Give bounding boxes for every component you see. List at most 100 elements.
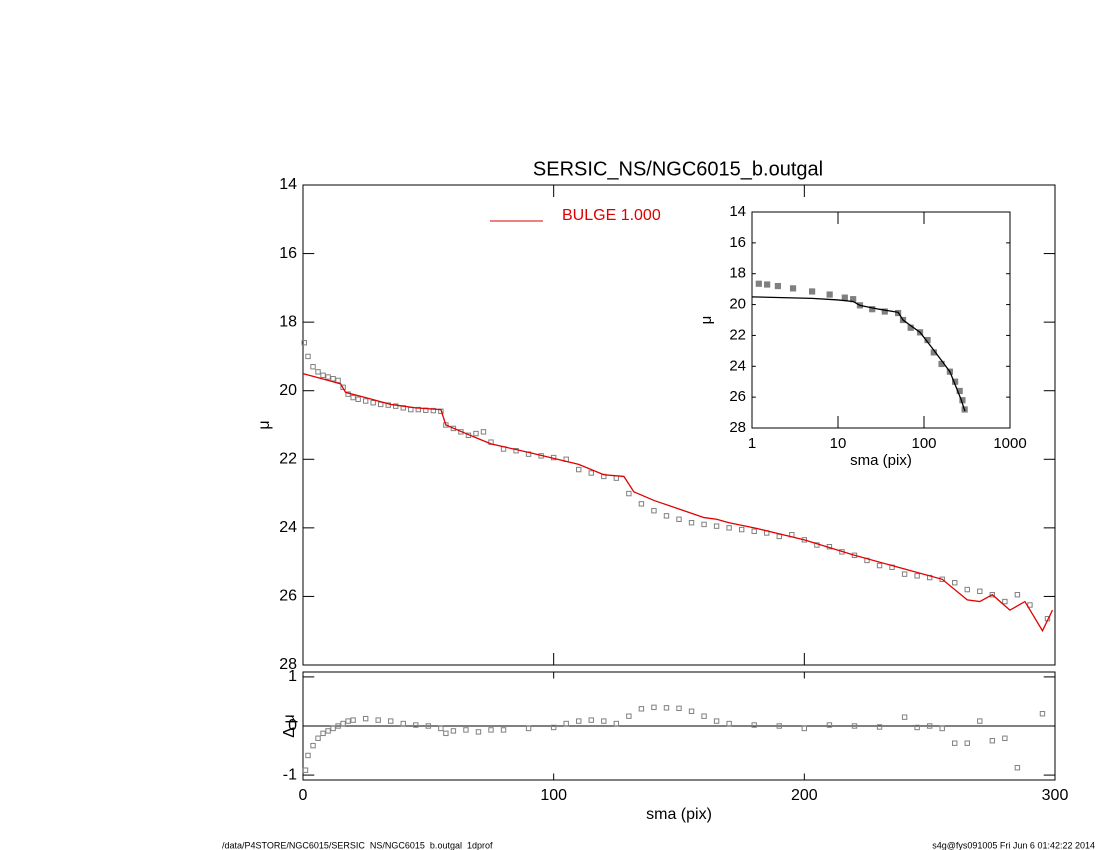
y-axis-label: Δ μ [281,714,298,737]
data-point [443,730,449,737]
data-point [977,718,983,724]
data-point [588,717,594,723]
footer-left: /data/P4STORE/NGC6015/SERSIC_NS/NGC6015_… [222,840,493,850]
data-point [413,722,419,728]
data-point [325,728,331,734]
data-point [701,521,707,528]
data-point [450,728,457,734]
data-point [1014,592,1021,598]
y-tick-label: 18 [279,313,297,330]
y-tick-label: 16 [729,234,746,251]
y-tick-label: 26 [279,588,297,605]
data-point [425,723,432,729]
data-point [378,401,384,408]
data-point [438,725,444,732]
data-point [415,406,422,413]
x-tick-label: 100 [911,435,936,452]
data-point [801,725,808,732]
data-point [350,394,356,401]
y-tick-label: -1 [283,766,297,783]
data-point [663,513,670,519]
data-point [320,372,326,378]
data-point [663,705,670,711]
data-point [355,396,361,402]
y-tick-label: 28 [279,656,297,673]
data-point [320,730,326,737]
data-point [400,720,406,727]
data-point [340,720,346,727]
data-point [563,720,569,727]
data-point [751,722,757,728]
data-point [370,400,376,406]
data-point [726,525,732,531]
data-point [989,738,996,744]
data-point [713,718,720,724]
data-point [330,376,336,382]
chart-title: SERSIC_NS/NGC6015_b.outgal [533,158,823,180]
data-point [638,706,645,712]
data-point [330,725,336,732]
data-point [315,735,321,741]
data-point [901,571,908,577]
x-axis-label: sma (pix) [850,452,912,469]
x-tick-label: 10 [830,435,847,452]
data-point [651,704,657,711]
data-point [576,466,582,473]
data-point [826,722,833,728]
data-point [475,729,482,735]
data-point [613,720,620,727]
data-point [869,306,876,313]
data-point [362,398,369,404]
data-point [525,725,532,732]
data-point [964,740,970,746]
data-point [688,520,695,526]
data-point [676,516,682,522]
data-point [977,588,983,594]
y-tick-label: 24 [279,519,297,536]
data-point [626,490,632,497]
data-point [305,353,311,360]
y-tick-label: 22 [279,451,297,468]
data-point [713,523,720,529]
data-point [550,724,557,731]
data-point [1014,765,1021,771]
data-point [688,708,695,714]
data-point [926,723,933,729]
data-point [881,308,888,315]
data-point [914,573,920,579]
y-axis-label: μ [698,316,715,325]
data-point [726,720,732,727]
legend-label: BULGE 1.000 [562,207,661,224]
y-tick-label: 16 [279,245,297,262]
data-point [463,727,469,733]
x-tick-label: 200 [791,787,818,804]
data-point [755,280,762,287]
data-point [340,384,346,390]
data-point [876,724,883,730]
x-tick-label: 0 [299,787,308,804]
data-point [738,526,745,533]
plot-frame [302,184,1056,666]
x-tick-label: 300 [1042,787,1069,804]
data-point [1039,711,1046,717]
data-point [774,282,781,290]
y-tick-label: 20 [279,382,297,399]
data-point [385,402,391,408]
data-point [310,742,316,749]
plot-frame [751,211,1011,429]
data-point [588,470,594,476]
data-point [473,430,479,437]
data-point [601,718,607,724]
data-point [310,364,316,370]
data-point [305,752,311,759]
x-tick-label: 1 [748,435,756,452]
data-point [809,288,816,295]
y-tick-label: 18 [729,265,746,282]
data-point [989,592,996,598]
data-point [626,713,632,719]
data-point [1002,735,1008,741]
y-tick-label: 28 [729,419,746,436]
data-point [362,715,369,722]
data-point [302,767,309,773]
